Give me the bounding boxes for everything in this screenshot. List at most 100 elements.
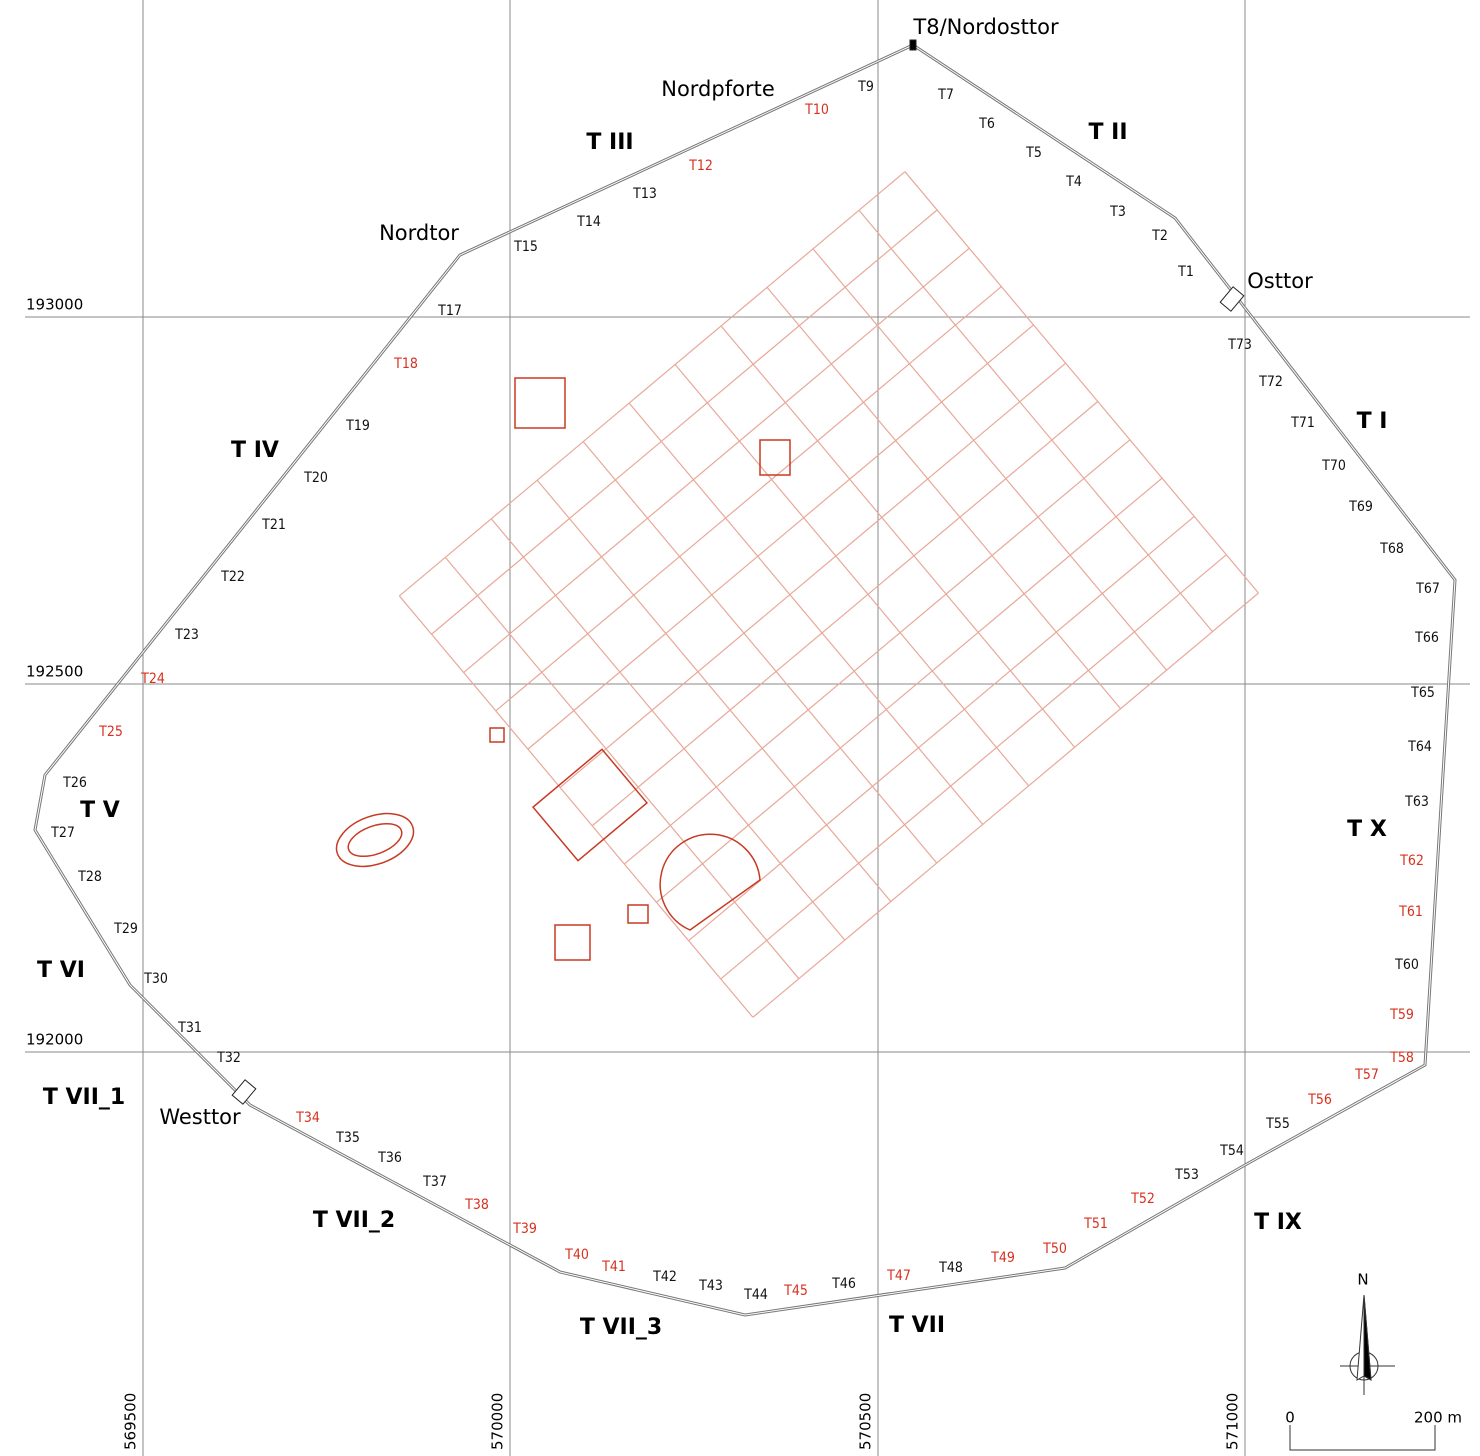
tower-label: T65: [1410, 685, 1435, 701]
scale-line: [1289, 1425, 1436, 1451]
street: [688, 515, 1195, 942]
street: [398, 171, 906, 597]
tower-label: T1: [1177, 264, 1194, 280]
tower-label: T3: [1109, 204, 1126, 220]
tower-label: T17: [437, 303, 462, 319]
tower-label: T21: [261, 517, 286, 533]
section-label: T VII: [889, 1313, 945, 1338]
tower-label: T47: [886, 1268, 911, 1284]
city-wall-inner: [34, 44, 1456, 1316]
tower-label: T53: [1174, 1167, 1199, 1183]
street: [720, 325, 1076, 748]
section-label: T III: [586, 130, 633, 155]
street: [582, 441, 938, 864]
tower-label: T29: [113, 921, 138, 937]
tower-label: T72: [1258, 374, 1283, 390]
tower-label: T22: [220, 569, 245, 585]
tower-label: T15: [513, 239, 538, 255]
street: [559, 362, 1067, 788]
building: [554, 924, 591, 961]
tower-label: T67: [1415, 581, 1440, 597]
tower-label: T37: [422, 1174, 447, 1190]
amphitheater: [335, 812, 415, 868]
street-grid: [398, 171, 1259, 1018]
street: [463, 247, 970, 673]
tower-label: T35: [335, 1130, 360, 1146]
street: [766, 287, 1122, 710]
labels: 569500 570000 570500 571000 193000 192500 1920…: [26, 15, 1462, 1450]
tower-label: T50: [1042, 1241, 1067, 1257]
scale-start: 0: [1285, 1409, 1295, 1427]
tower-label: T41: [601, 1259, 626, 1275]
section-label: T VI: [37, 958, 85, 983]
tower-label: T55: [1265, 1116, 1290, 1132]
gate-label: Nordtor: [379, 221, 459, 245]
tower-label: T38: [464, 1197, 489, 1213]
tower-label: T48: [938, 1260, 963, 1276]
y-coordinate: 193000: [26, 296, 83, 314]
street: [591, 401, 1099, 827]
street: [904, 171, 1259, 594]
tower-label: T73: [1227, 337, 1252, 353]
tower-label: T13: [632, 186, 657, 202]
tower-label: T58: [1389, 1050, 1414, 1066]
street: [812, 248, 1168, 671]
tower-label: T12: [688, 158, 713, 174]
tower-label: T70: [1321, 458, 1346, 474]
tower-label: T24: [140, 671, 165, 687]
tower-label: T30: [143, 971, 168, 987]
tower-label: T4: [1065, 174, 1082, 190]
tower-label: T6: [978, 116, 995, 132]
street: [656, 477, 1163, 903]
tower-label: T7: [937, 87, 954, 103]
building: [627, 904, 649, 924]
tower-label: T28: [77, 869, 102, 885]
tower-label: T64: [1407, 739, 1432, 755]
tower-label: T31: [177, 1020, 202, 1036]
tower-label: T34: [295, 1110, 320, 1126]
building: [514, 377, 566, 429]
theater: [659, 833, 761, 931]
street: [720, 554, 1227, 980]
section-label: T VII_3: [580, 1315, 662, 1340]
tower-label: T42: [652, 1269, 677, 1285]
north-label: N: [1357, 1271, 1368, 1289]
section-label: T II: [1088, 120, 1127, 145]
tower-label: T56: [1307, 1092, 1332, 1108]
x-coordinate: 569500: [122, 1393, 140, 1450]
tower-label: T69: [1348, 499, 1373, 515]
tower-label: T51: [1083, 1216, 1108, 1232]
street: [536, 479, 892, 902]
street: [628, 402, 984, 825]
tower-label: T62: [1399, 853, 1424, 869]
gate-structure: [231, 1079, 257, 1105]
section-label: T IV: [231, 438, 279, 463]
street: [674, 364, 1030, 787]
tower-label: T43: [698, 1278, 723, 1294]
street-lines: [398, 171, 1259, 1018]
tower-label: T68: [1379, 541, 1404, 557]
tower-label: T46: [831, 1276, 856, 1292]
tower-label: T5: [1025, 145, 1042, 161]
street: [444, 556, 800, 980]
gate-label: Westtor: [159, 1105, 241, 1129]
amphitheater-arena: [347, 822, 403, 858]
tower-label: T44: [743, 1287, 768, 1303]
section-label: T IX: [1254, 1210, 1302, 1235]
tower-label: T45: [783, 1283, 808, 1299]
x-coordinate: 571000: [1224, 1393, 1242, 1450]
coordinate-grid: [25, 0, 1470, 1456]
street: [495, 286, 1002, 712]
street: [527, 324, 1034, 750]
city-wall: [33, 43, 1457, 1317]
scale-end: 200 m: [1414, 1409, 1462, 1427]
street: [431, 209, 938, 635]
tower-label: T40: [564, 1247, 589, 1263]
tower-label: T19: [345, 418, 370, 434]
north-arrow-fill: [1363, 1294, 1372, 1381]
temple-complex: [531, 748, 649, 862]
tower-label: T66: [1414, 630, 1439, 646]
street: [752, 592, 1259, 1018]
x-coordinate: 570500: [857, 1393, 875, 1450]
